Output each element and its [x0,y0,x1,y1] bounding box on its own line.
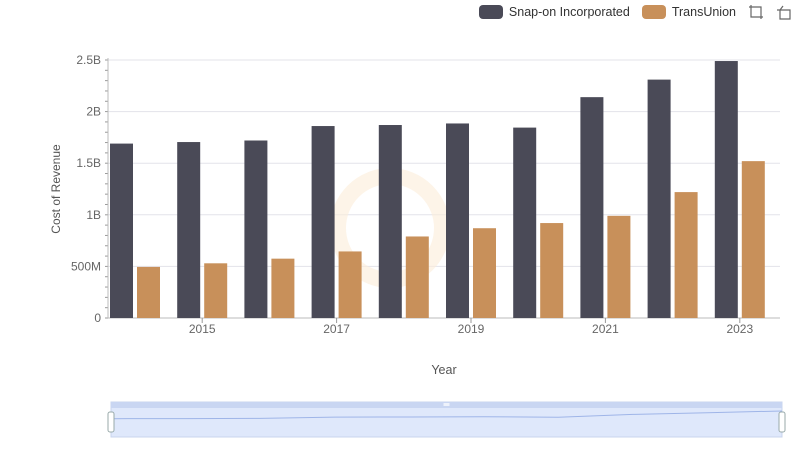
zoom-icon[interactable] [748,4,764,20]
y-tick-label: 1.5B [76,156,101,170]
x-tick-label: 2019 [458,322,485,336]
bar-snap-on [513,127,537,318]
x-tick-label: 2015 [189,322,216,336]
y-tick-label: 500M [71,259,101,273]
bar-snap-on [110,143,133,318]
y-axis-title: Cost of Revenue [49,144,63,234]
bar-transunion [204,263,228,318]
bar-snap-on [378,125,402,319]
bar-transunion [405,236,429,318]
x-tick-label: 2017 [323,322,350,336]
bar-snap-on [177,142,201,318]
bar-snap-on [714,61,738,318]
y-tick-label: 2B [86,105,101,119]
bar-transunion [271,258,295,318]
x-tick-label: 2023 [726,322,753,336]
legend-item-transunion[interactable]: TransUnion [641,5,736,19]
legend: Snap-on Incorporated TransUnion [478,4,792,20]
bar-transunion [473,228,496,318]
y-tick-label: 1B [86,208,101,222]
bar-snap-on [446,123,469,318]
bar-transunion [540,223,564,318]
range-slider-left-handle[interactable] [107,411,115,433]
y-tick-label: 0 [94,311,101,325]
legend-item-snap-on[interactable]: Snap-on Incorporated [478,5,630,19]
y-tick-label: 2.5B [76,53,101,67]
bar-transunion [338,251,362,318]
range-slider-series-line [110,410,783,420]
range-slider-right-handle[interactable] [778,411,786,433]
range-slider-grip [443,403,450,406]
bar-transunion [674,192,698,318]
reset-icon[interactable] [776,4,792,20]
x-axis-title: Year [431,363,456,377]
legend-swatch-transunion [641,5,666,19]
bar-snap-on [580,97,604,318]
bar-snap-on [244,140,268,318]
bar-transunion [741,161,765,318]
x-tick-label: 2021 [592,322,619,336]
bar-transunion [137,266,160,318]
bar-snap-on [311,126,335,318]
bar-transunion [607,215,631,318]
bar-snap-on [647,79,671,318]
legend-label-transunion: TransUnion [671,5,736,19]
legend-label-snap-on: Snap-on Incorporated [508,5,630,19]
legend-swatch-snap-on [478,5,503,19]
